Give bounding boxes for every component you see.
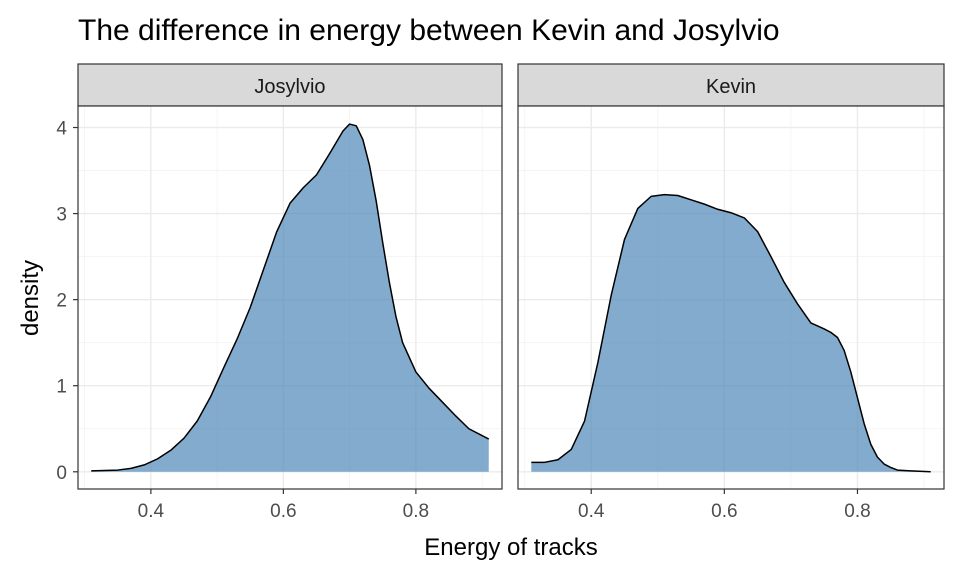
plot-area-josylvio [77,105,503,490]
y-tick-label: 3 [56,205,67,226]
y-axis: 0 1 2 3 4 [56,119,78,484]
x-tick-label: 0.4 [578,501,605,522]
x-tick-label: 0.6 [711,501,737,522]
panel-josylvio: Josylvio [77,63,503,490]
density-line-josylvio [91,123,490,472]
plot-area-kevin [517,105,945,490]
y-tick-label: 4 [56,119,67,140]
chart-title: The difference in energy between Kevin a… [78,14,780,47]
strip-label-josylvio: Josylvio [254,76,325,98]
x-tick-label: 0.6 [270,501,296,522]
x-axis-title: Energy of tracks [424,534,597,561]
x-tick-label: 0.4 [138,501,165,522]
x-tick-label: 0.8 [844,501,870,522]
y-axis-title: density [17,260,44,336]
y-tick-label: 1 [56,377,67,398]
strip-josylvio [77,63,503,107]
y-tick-label: 2 [56,291,67,312]
x-axis-kevin: 0.4 0.6 0.8 [578,489,871,522]
density-line-kevin [531,193,931,473]
density-area-josylvio [91,124,489,472]
panel-border-josylvio [77,105,503,490]
panel-kevin: Kevin [517,63,945,490]
panel-border-kevin [517,105,945,490]
density-area-kevin [531,194,931,472]
x-axis-josylvio: 0.4 0.6 0.8 [138,489,429,522]
strip-label-kevin: Kevin [706,76,756,98]
x-tick-label: 0.8 [403,501,429,522]
y-tick-label: 0 [56,463,67,484]
